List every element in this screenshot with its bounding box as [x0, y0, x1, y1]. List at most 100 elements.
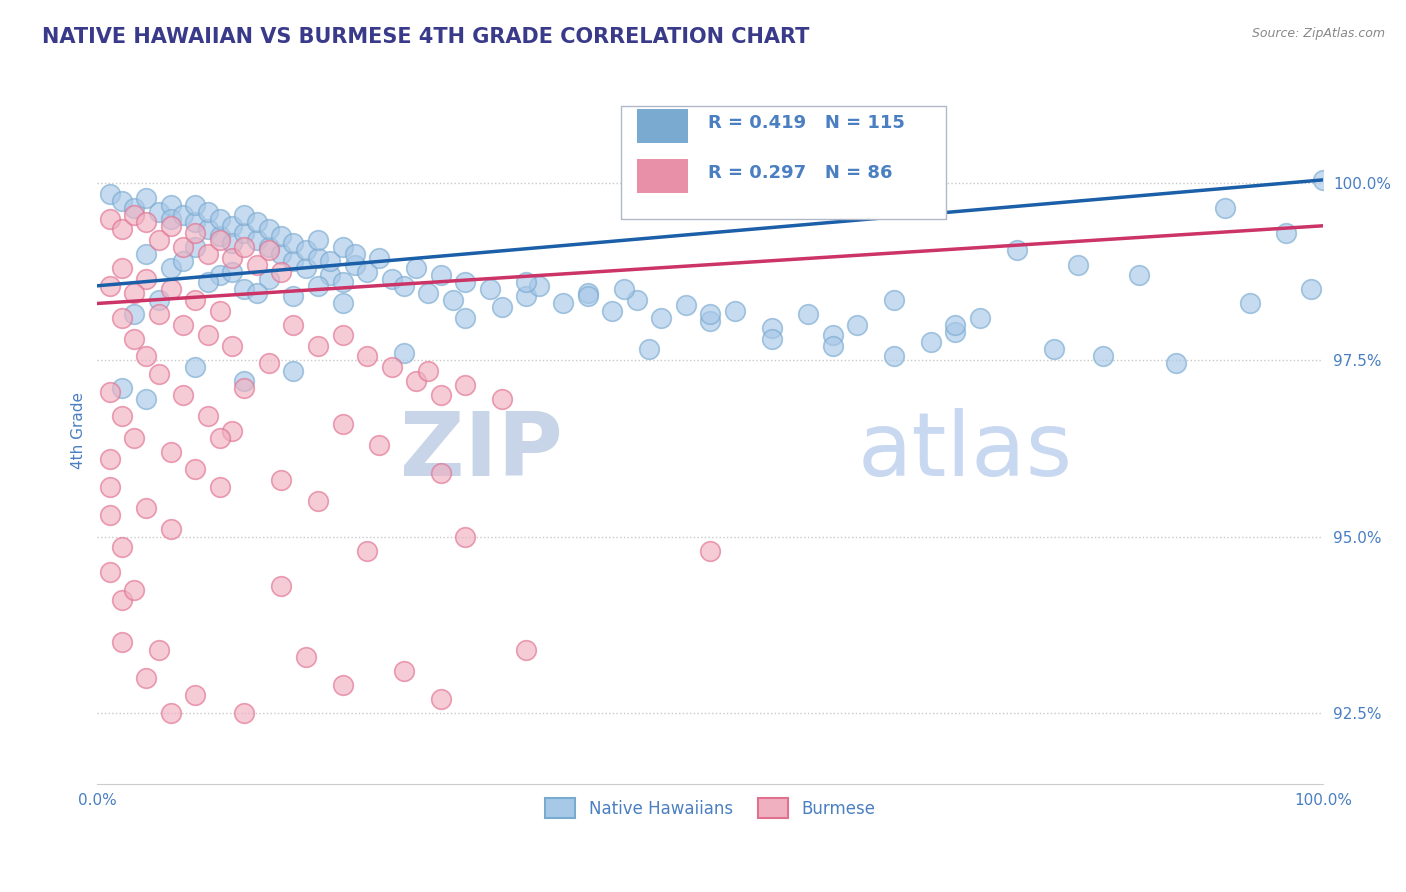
Point	[257, 240, 280, 254]
Point	[270, 229, 292, 244]
Point	[184, 462, 207, 476]
Point	[650, 310, 672, 325]
Point	[148, 307, 170, 321]
Point	[307, 339, 329, 353]
Point	[233, 706, 256, 720]
Point	[208, 233, 231, 247]
Point	[1239, 296, 1261, 310]
Point	[1005, 244, 1028, 258]
Point	[454, 310, 477, 325]
Text: R = 0.297   N = 86: R = 0.297 N = 86	[707, 164, 893, 182]
Point	[761, 332, 783, 346]
Point	[98, 211, 121, 226]
Point	[197, 409, 219, 424]
Point	[221, 251, 243, 265]
Point	[553, 296, 575, 310]
Point	[429, 388, 451, 402]
Point	[122, 208, 145, 222]
Point	[160, 444, 183, 458]
Point	[515, 275, 537, 289]
Point	[122, 582, 145, 597]
Point	[699, 314, 721, 328]
Point	[160, 523, 183, 537]
Point	[98, 451, 121, 466]
Point	[527, 278, 550, 293]
Point	[122, 307, 145, 321]
Point	[208, 480, 231, 494]
Point	[454, 529, 477, 543]
Point	[122, 285, 145, 300]
Point	[1299, 282, 1322, 296]
Point	[356, 543, 378, 558]
Point	[148, 642, 170, 657]
Point	[392, 346, 415, 360]
Point	[491, 300, 513, 314]
Point	[319, 268, 342, 283]
Point	[368, 251, 391, 265]
Point	[381, 359, 404, 374]
Point	[969, 310, 991, 325]
Point	[135, 190, 157, 204]
Point	[111, 261, 134, 276]
Point	[283, 254, 305, 268]
Point	[613, 282, 636, 296]
Point	[283, 289, 305, 303]
Point	[197, 328, 219, 343]
Point	[319, 254, 342, 268]
Y-axis label: 4th Grade: 4th Grade	[72, 392, 86, 469]
Point	[270, 473, 292, 487]
Point	[184, 226, 207, 240]
Point	[135, 392, 157, 406]
Point	[576, 285, 599, 300]
Point	[221, 236, 243, 251]
Point	[368, 438, 391, 452]
Point	[257, 222, 280, 236]
Point	[1166, 356, 1188, 370]
Point	[184, 359, 207, 374]
Point	[307, 494, 329, 508]
Point	[257, 271, 280, 285]
Point	[172, 254, 194, 268]
Point	[111, 310, 134, 325]
Point	[724, 303, 747, 318]
FancyBboxPatch shape	[637, 109, 689, 143]
Point	[98, 186, 121, 201]
Point	[111, 635, 134, 649]
Point	[283, 318, 305, 332]
Point	[332, 328, 354, 343]
Point	[283, 363, 305, 377]
Point	[233, 381, 256, 395]
Text: Source: ZipAtlas.com: Source: ZipAtlas.com	[1251, 27, 1385, 40]
Point	[160, 219, 183, 233]
Point	[356, 265, 378, 279]
Point	[233, 240, 256, 254]
Point	[135, 271, 157, 285]
Point	[98, 480, 121, 494]
Point	[111, 222, 134, 236]
Point	[257, 244, 280, 258]
Point	[1275, 226, 1298, 240]
Point	[221, 219, 243, 233]
Text: ZIP: ZIP	[401, 409, 564, 495]
Point	[122, 201, 145, 215]
Point	[135, 501, 157, 516]
Point	[135, 671, 157, 685]
Point	[270, 579, 292, 593]
Text: NATIVE HAWAIIAN VS BURMESE 4TH GRADE CORRELATION CHART: NATIVE HAWAIIAN VS BURMESE 4TH GRADE COR…	[42, 27, 810, 46]
Point	[172, 388, 194, 402]
Point	[184, 293, 207, 307]
Point	[1128, 268, 1150, 283]
Point	[846, 318, 869, 332]
Point	[1213, 201, 1236, 215]
Point	[418, 285, 440, 300]
Point	[821, 339, 844, 353]
Point	[111, 593, 134, 607]
Point	[257, 356, 280, 370]
Point	[98, 278, 121, 293]
Point	[111, 540, 134, 554]
Text: atlas: atlas	[858, 409, 1073, 495]
Point	[675, 298, 697, 312]
Point	[135, 350, 157, 364]
Point	[160, 261, 183, 276]
FancyBboxPatch shape	[637, 159, 689, 193]
